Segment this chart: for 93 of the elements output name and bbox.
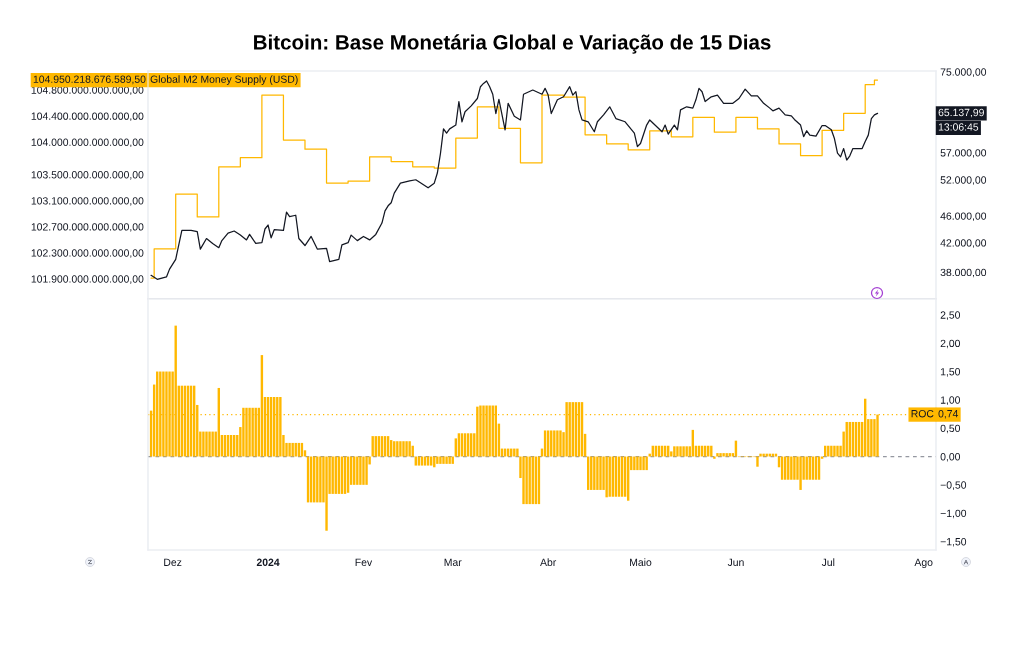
bar [679,446,682,457]
bar [836,445,839,457]
bar [556,430,559,457]
y2-tick-label: 38.000,00 [940,268,987,278]
y-tick-label: 102.700.000.000.000,00 [31,223,144,232]
bar [479,405,482,457]
x-tick-label: Jun [727,558,744,566]
y2-tick-label: 0,50 [940,424,961,434]
bar [642,456,645,471]
bar [522,456,525,505]
y-tick-label: 101.900.000.000.000,00 [31,275,144,284]
bar [245,407,248,457]
x-tick-label: Fev [355,558,373,566]
bar [716,453,719,457]
bar [445,456,448,464]
bar [325,456,328,531]
bar [728,453,731,457]
x-tick-label: Maio [630,558,652,566]
x-tick-label: Jul [821,558,835,566]
bar [208,431,211,457]
bar [165,371,168,457]
bar [719,453,722,457]
bar [559,430,562,457]
bar [833,445,836,457]
x-tick-label: Abr [540,558,557,566]
bar [399,441,402,457]
bar [636,456,639,471]
y2-tick-label: 75.000,00 [940,68,987,77]
bar [402,441,405,457]
bar [685,446,688,457]
bar [596,456,599,490]
y2-tick-label: −0,50 [940,481,967,490]
bar [408,441,411,457]
bar [288,442,291,457]
y-tick-label: 103.500.000.000.000,00 [31,171,144,180]
bar [713,456,716,459]
bar [439,456,442,464]
bar [485,405,488,457]
bar [759,453,762,457]
bar [525,456,528,505]
bar [162,371,165,457]
bar [436,456,439,464]
bar [645,456,648,471]
bar [248,407,251,457]
text: 13:06:45 [938,123,979,131]
y2-tick-label: 52.000,00 [940,176,987,185]
y-tick-label: 103.100.000.000.000,00 [31,197,144,206]
bar [242,407,245,457]
bar [365,456,368,485]
bar [639,456,642,471]
x-tick-label: Mar [444,558,462,566]
y2-tick-label: 46.000,00 [940,212,987,221]
bar [799,456,802,490]
bar [482,405,485,457]
text: 65.137,99 [938,108,984,118]
y2-tick-label: 57.000,00 [940,149,987,158]
x-tick-label: Ago [914,558,933,569]
y-tick-label: 104.000.000.000.000,00 [31,138,144,148]
bar [442,456,445,464]
y2-tick-label: −1,00 [940,509,967,519]
y-tick-label: 104.400.000.000.000,00 [31,112,144,122]
y2-tick-label: −1,50 [940,538,967,547]
bar [676,446,679,457]
x-tick-label: 2024 [256,558,280,566]
bar [205,431,208,457]
y-tick-label: 104.800.000.000.000,00 [31,86,144,95]
series-label: Global M2 Money Supply (USD) [150,75,298,85]
y2-tick-label: 2,00 [940,339,961,349]
bar [793,456,796,480]
bar [405,441,408,457]
text: ROC [911,410,934,418]
bar [725,453,728,457]
bar [476,406,479,457]
bar [673,446,676,457]
chart-title: Bitcoin: Base Monetária Global e Variação de 15 Dias [254,34,771,54]
bar [722,453,725,457]
bar [359,456,362,485]
y2-tick-label: 2,50 [940,311,961,320]
bar [599,456,602,490]
bar [873,419,876,457]
ref-line-label: 0,74 [938,410,959,419]
x-tick-label: Dez [164,558,182,566]
bar [168,371,171,457]
y2-tick-label: 1,50 [940,368,961,377]
bar [682,446,685,457]
y2-tick-label: 42.000,00 [940,239,987,248]
y2-tick-label: 1,00 [940,396,961,405]
bar [362,456,365,485]
y2-tick-label: 0,00 [940,453,961,462]
bar [756,456,759,467]
bar [202,431,205,457]
text: 104.950.218.676.589,50 [33,75,146,85]
y-tick-label: 102.300.000.000.000,00 [31,249,144,258]
